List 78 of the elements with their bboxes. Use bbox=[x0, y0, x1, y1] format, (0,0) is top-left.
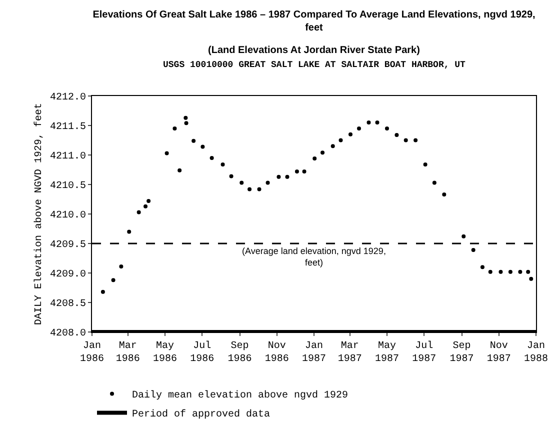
point bbox=[526, 270, 530, 274]
chart-title: Elevations Of Great Salt Lake 1986 – 1987 Compared To Average Land Elevations, ngvd 1929, feet bbox=[92, 10, 536, 34]
x-tick-label: Mar 1987 bbox=[338, 341, 362, 365]
x-tick-label: Jul 1986 bbox=[190, 340, 214, 365]
ref-line-label: (Average land elevation, ngvd 1929, feet) bbox=[242, 246, 386, 268]
point bbox=[357, 126, 362, 130]
point bbox=[302, 170, 306, 174]
point bbox=[529, 276, 534, 281]
point bbox=[127, 230, 132, 234]
y-tick-label: 4212.0 bbox=[50, 92, 86, 104]
point bbox=[462, 234, 466, 238]
point bbox=[178, 168, 182, 172]
point bbox=[432, 180, 436, 185]
point bbox=[518, 270, 522, 274]
point bbox=[404, 138, 408, 142]
y-tick-label: 4209.0 bbox=[50, 270, 86, 280]
point bbox=[184, 121, 188, 126]
point bbox=[414, 138, 418, 142]
point bbox=[144, 204, 148, 208]
point bbox=[294, 170, 299, 174]
y-tick-label: 4209.5 bbox=[50, 240, 86, 251]
y-tick-label: 4208.0 bbox=[50, 328, 86, 340]
y-axis-title: DAILY Elevation above NGVD 1929, feet bbox=[32, 102, 45, 326]
point bbox=[248, 187, 252, 192]
point bbox=[210, 156, 214, 160]
point bbox=[276, 174, 281, 179]
point bbox=[285, 174, 290, 179]
chart-subtitle: (Land Elevations At Jordan River State Park) bbox=[208, 45, 420, 56]
x-tick-label: Nov 1987 bbox=[486, 341, 511, 365]
point bbox=[366, 120, 371, 125]
x-tick-label: Jan 1986 bbox=[80, 341, 104, 365]
point bbox=[330, 144, 335, 148]
point bbox=[498, 270, 503, 274]
point bbox=[375, 120, 380, 125]
point bbox=[508, 270, 512, 274]
point bbox=[172, 126, 177, 130]
x-tick-label: May 1986 bbox=[152, 341, 177, 365]
x-tick-label: Jan 1988 bbox=[524, 341, 548, 365]
point bbox=[257, 187, 262, 192]
point bbox=[136, 210, 141, 214]
x-tick-label: May 1987 bbox=[374, 341, 399, 365]
point bbox=[192, 138, 196, 143]
point bbox=[320, 150, 325, 155]
point bbox=[488, 270, 492, 274]
point bbox=[164, 151, 169, 156]
text: USGS 10010000 GREAT SALT LAKE AT SALTAIR BOAT HARBOR, UT bbox=[163, 60, 466, 70]
point bbox=[111, 278, 116, 282]
point bbox=[119, 264, 124, 269]
point bbox=[220, 162, 225, 166]
y-tick-label: 4211.0 bbox=[50, 152, 86, 162]
point bbox=[240, 180, 244, 185]
point bbox=[312, 156, 317, 161]
x-tick-label: Sep 1986 bbox=[228, 341, 252, 365]
x-tick-label: Jul 1987 bbox=[412, 340, 436, 365]
y-tick-label: 4210.5 bbox=[50, 181, 86, 192]
point bbox=[146, 199, 151, 204]
point bbox=[348, 132, 352, 136]
x-tick-label: Nov 1986 bbox=[264, 341, 289, 365]
x-tick-label: Sep 1987 bbox=[450, 341, 474, 365]
x-tick-label: Jan 1987 bbox=[302, 341, 326, 365]
point bbox=[100, 290, 105, 294]
point bbox=[394, 132, 399, 137]
legend-label: Period of approved data bbox=[132, 408, 270, 421]
x-tick-label: Mar 1986 bbox=[116, 341, 140, 365]
y-tick-label: 4210.0 bbox=[50, 210, 86, 222]
point bbox=[229, 174, 234, 178]
point bbox=[471, 248, 476, 252]
y-tick-label: 4211.5 bbox=[50, 122, 86, 133]
legend-label: Daily mean elevation above ngvd 1929 bbox=[132, 390, 348, 402]
point bbox=[384, 126, 389, 130]
point bbox=[266, 180, 270, 185]
point bbox=[442, 192, 446, 197]
point bbox=[184, 116, 188, 120]
point bbox=[200, 144, 205, 149]
point bbox=[480, 265, 484, 270]
point bbox=[338, 138, 343, 142]
point bbox=[423, 162, 428, 166]
y-tick-label: 4208.5 bbox=[50, 299, 86, 310]
